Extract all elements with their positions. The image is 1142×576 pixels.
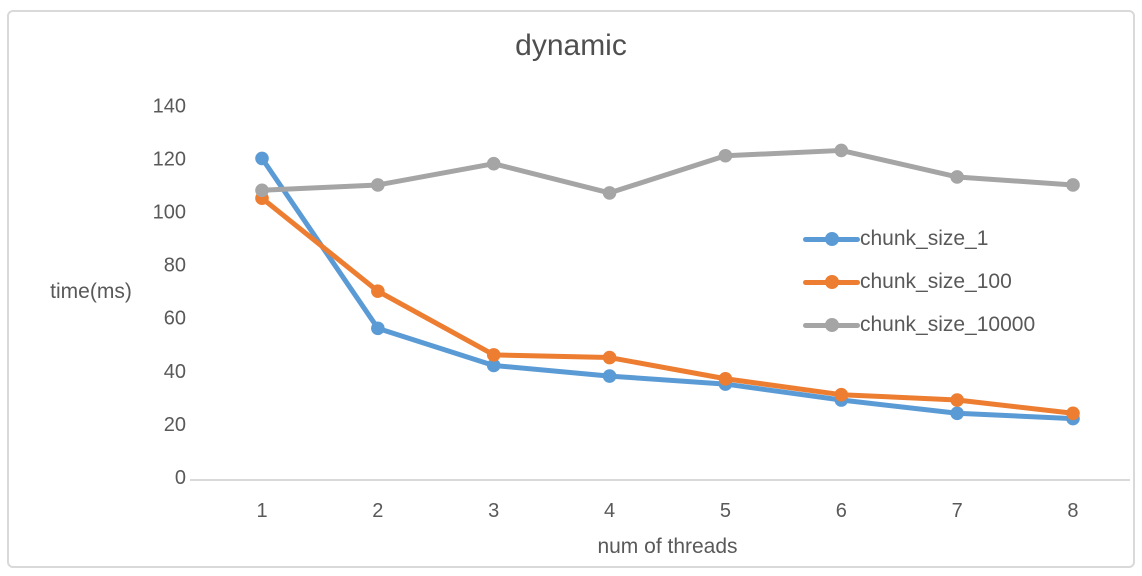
data-point-chunk_size_100-x8 [1066,406,1080,421]
data-point-chunk_size_10000-x2 [371,178,385,192]
legend-item-chunk-size-10000: chunk_size_10000 [803,312,1035,338]
data-point-chunk_size_1-x1 [255,151,269,166]
legend-item-chunk-size-1: chunk_size_1 [803,226,1035,252]
data-point-chunk_size_1-x7 [950,406,964,421]
legend-line-marker-icon [803,275,860,289]
data-point-chunk_size_100-x3 [486,348,501,362]
legend-dot-icon [824,318,839,332]
y-tick-label: 140 [153,95,186,117]
legend-line-marker-icon [803,232,860,246]
data-point-chunk_size_10000-x1 [255,183,269,198]
x-tick-label: 8 [1067,500,1078,522]
data-point-chunk_size_100-x6 [834,387,849,402]
x-tick-label: 5 [720,500,731,522]
series-line-chunk_size_10000 [259,147,1076,196]
data-point-chunk_size_10000-x8 [1066,178,1080,192]
series-line-chunk_size_100 [259,195,1076,416]
legend-label: chunk_size_1 [860,227,989,250]
legend-line-marker-icon [803,318,860,332]
x-tick-label: 1 [256,500,267,522]
legend-dot-icon [824,232,839,246]
x-tick-label: 6 [836,500,847,522]
data-point-chunk_size_10000-x7 [950,170,964,184]
x-tick-label: 3 [488,500,499,522]
data-point-chunk_size_10000-x3 [486,156,501,171]
y-tick-label: 120 [153,148,186,170]
data-point-chunk_size_100-x2 [371,284,385,298]
y-tick-label: 0 [175,467,186,489]
data-point-chunk_size_100-x7 [950,393,964,407]
y-tick-label: 100 [153,202,186,224]
x-tick-label: 2 [372,500,383,522]
legend-label: chunk_size_100 [860,270,1012,293]
series-line-chunk_size_1 [259,155,1076,422]
data-point-chunk_size_100-x4 [602,350,617,365]
y-axis-title: time(ms) [50,280,132,303]
legend-item-chunk-size-100: chunk_size_100 [803,269,1035,295]
data-point-chunk_size_10000-x5 [718,148,733,163]
y-tick-label: 80 [164,255,186,277]
legend-dot-icon [824,275,839,289]
x-tick-label: 7 [952,500,963,522]
data-point-chunk_size_10000-x6 [834,143,849,158]
y-tick-label: 40 [164,361,186,383]
chart-title: dynamic [515,29,627,62]
x-tick-label: 4 [604,500,615,522]
data-point-chunk_size_1-x3 [486,358,501,373]
data-point-chunk_size_10000-x4 [602,186,617,200]
data-point-chunk_size_1-x2 [371,321,385,336]
x-axis-title: num of threads [597,535,738,558]
y-tick-label: 60 [164,308,186,330]
legend-label: chunk_size_10000 [860,313,1036,336]
y-tick-label: 20 [164,414,186,436]
data-point-chunk_size_100-x5 [718,371,733,386]
legend: chunk_size_1 chunk_size_100 chunk_size_1… [803,226,1035,355]
data-point-chunk_size_1-x4 [602,369,617,383]
